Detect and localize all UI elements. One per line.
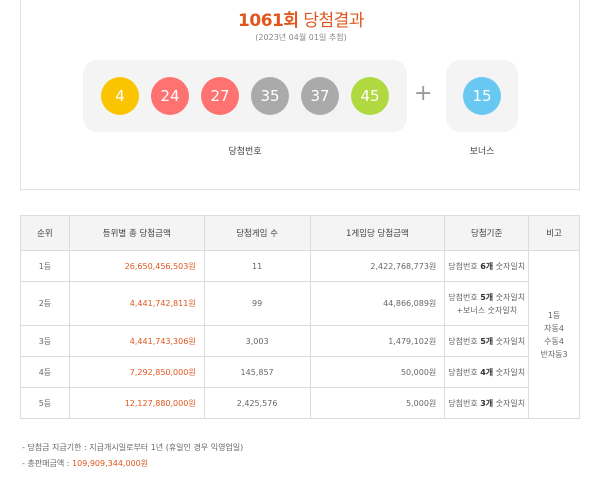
ball-1: 4 [101,77,139,115]
total-prize-cell: 4,441,743,306원 [68,325,205,357]
col-header-criteria: 당첨기준 [444,215,530,251]
per-game-prize-cell: 2,422,768,773원 [309,250,446,282]
winner-count-cell: 2,425,576 [203,387,311,419]
col-header-per-game: 1게임당 당첨금액 [309,215,446,251]
criteria-cell: 당첨번호 3개 숫자일치 [444,387,530,419]
winning-numbers-label: 당첨번호 [228,147,262,157]
per-game-prize-cell: 1,479,102원 [309,325,446,357]
title-suffix: 당첨결과 [303,11,364,31]
table-row: 4등 7,292,850,000원 145,857 50,000원 당첨번호 4… [20,356,580,388]
payout-deadline-note: - 당첨금 지급기한 : 지급개시일로부터 1년 (휴일인 경우 익영업일) [22,443,244,452]
table-header-row: 순위 등위별 총 당첨금액 당첨게임 수 1게임당 당첨금액 당첨기준 비고 [20,215,580,251]
ball-5: 37 [301,77,339,115]
bonus-number-box: 15 [446,60,518,132]
col-header-games: 당첨게임 수 [203,215,311,251]
winning-numbers-box: 4 24 27 35 37 45 [83,60,407,132]
rank-cell: 4등 [20,356,70,388]
bonus-label: 보너스 [469,147,495,157]
rank-cell: 2등 [20,281,70,326]
round-number: 1061회 [238,11,299,31]
per-game-prize-cell: 44,866,089원 [309,281,446,326]
plus-icon: + [414,81,433,106]
rank-cell: 3등 [20,325,70,357]
total-prize-cell: 26,650,456,503원 [68,250,205,282]
table-row: 2등 4,441,742,811원 99 44,866,089원 당첨번호 5개… [20,281,580,326]
criteria-cell: 당첨번호 6개 숫자일치 [444,250,530,282]
criteria-cell: 당첨번호 5개 숫자일치 +보너스 숫자일치 [444,281,530,326]
rank-cell: 1등 [20,250,70,282]
ball-4: 35 [251,77,289,115]
winner-count-cell: 3,003 [203,325,311,357]
per-game-prize-cell: 50,000원 [309,356,446,388]
ball-6: 45 [351,77,389,115]
total-prize-cell: 7,292,850,000원 [68,356,205,388]
table-row: 5등 12,127,880,000원 2,425,576 5,000원 당첨번호… [20,387,580,419]
ball-2: 24 [151,77,189,115]
criteria-cell: 당첨번호 4개 숫자일치 [444,356,530,388]
winner-count-cell: 99 [203,281,311,326]
total-prize-cell: 12,127,880,000원 [68,387,205,419]
col-header-total: 등위별 총 당첨금액 [68,215,205,251]
total-sales-note: - 총판매금액 : 109,909,344,000원 [22,459,149,468]
col-header-note: 비고 [528,215,580,251]
col-header-rank: 순위 [20,215,70,251]
footnotes: - 당첨금 지급기한 : 지급개시일로부터 1년 (휴일인 경우 익영업일) -… [22,440,243,472]
table-row: 3등 4,441,743,306원 3,003 1,479,102원 당첨번호 … [20,325,580,357]
criteria-cell: 당첨번호 5개 숫자일치 [444,325,530,357]
total-sales-value: 109,909,344,000원 [72,459,149,468]
page-title: 1061회 당첨결과 [21,6,581,31]
total-prize-cell: 4,441,742,811원 [68,281,205,326]
bonus-ball: 15 [463,77,501,115]
draw-result-card: 1061회 당첨결과 (2023년 04월 01일 추첨) 4 24 27 35… [20,0,580,190]
draw-date: (2023년 04월 01일 추첨) [255,33,347,42]
ball-3: 27 [201,77,239,115]
winner-count-cell: 11 [203,250,311,282]
prize-table: 순위 등위별 총 당첨금액 당첨게임 수 1게임당 당첨금액 당첨기준 비고 1… [20,215,580,419]
note-cell: 1등 자동4 수동4 반자동3 [528,250,580,419]
table-row: 1등 26,650,456,503원 11 2,422,768,773원 당첨번… [20,250,580,419]
winner-count-cell: 145,857 [203,356,311,388]
per-game-prize-cell: 5,000원 [309,387,446,419]
rank-cell: 5등 [20,387,70,419]
